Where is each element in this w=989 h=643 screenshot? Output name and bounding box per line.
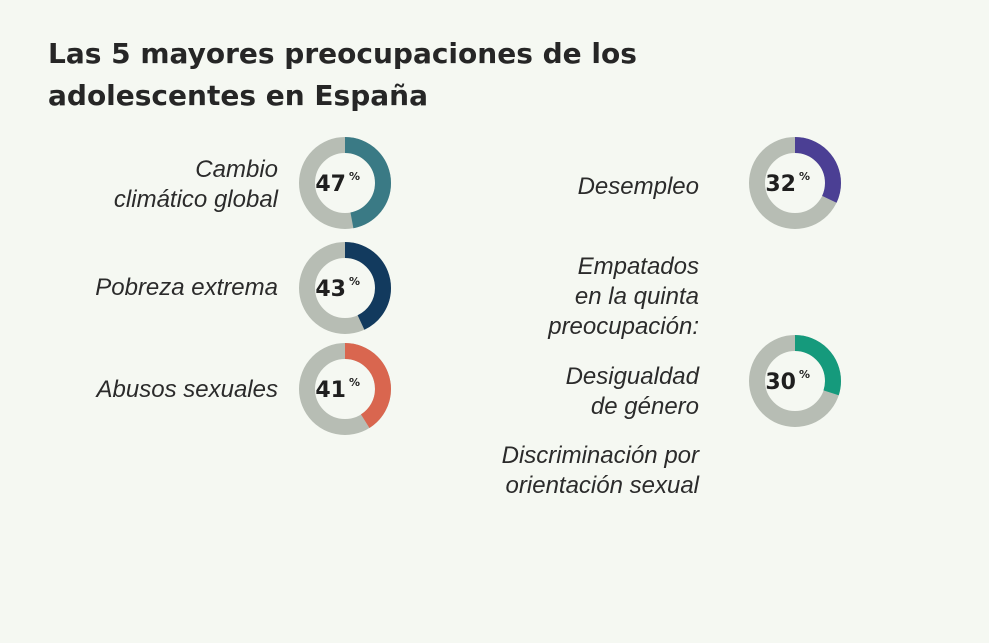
label-line: Cambio — [195, 156, 278, 183]
label-abusos-sexuales: Abusos sexuales — [97, 375, 278, 405]
note-line: preocupación: — [548, 313, 699, 340]
donut-value-label: 47 — [315, 172, 346, 197]
label-cambio-climatico: Cambio climático global — [114, 155, 278, 215]
donut-value-label: 43 — [315, 277, 346, 302]
donut-pobreza-extrema: 43% — [299, 242, 391, 334]
label-desigualdad-genero: Desigualdad de género — [566, 362, 699, 422]
donut-value-arc — [749, 137, 841, 229]
donut-desigualdad-genero: 30% — [749, 335, 841, 427]
donut-value-label: 41 — [315, 378, 346, 403]
donut-abusos-sexuales: 41% — [299, 343, 391, 435]
donut-percent-sign: % — [349, 275, 360, 288]
label-line: Discriminación por — [501, 442, 699, 469]
donut-value-arc — [299, 343, 391, 435]
donut-value-label: 30 — [765, 370, 796, 395]
label-discriminacion-orientacion: Discriminación por orientación sexual — [502, 441, 699, 501]
label-line: climático global — [113, 186, 278, 213]
donut-cambio-climatico: 47% — [299, 137, 391, 229]
donut-percent-sign: % — [799, 170, 810, 183]
donut-desempleo: 32% — [749, 137, 841, 229]
chart-title: Las 5 mayores preocupaciones de los adol… — [48, 33, 748, 117]
label-line: Desigualdad — [565, 363, 699, 390]
note-line: Empatados — [577, 253, 699, 280]
label-desempleo: Desempleo — [578, 172, 699, 202]
donut-percent-sign: % — [349, 170, 360, 183]
label-line: Pobreza extrema — [95, 274, 278, 301]
label-line: de género — [590, 393, 699, 420]
label-line: orientación sexual — [505, 472, 699, 499]
label-line: Abusos sexuales — [96, 376, 278, 403]
chart-title-line-1: Las 5 mayores preocupaciones de los — [48, 37, 637, 70]
tied-note: Empatados en la quinta preocupación: — [548, 252, 699, 342]
label-pobreza-extrema: Pobreza extrema — [95, 273, 278, 303]
chart-title-line-2: adolescentes en España — [48, 79, 428, 112]
donut-percent-sign: % — [799, 368, 810, 381]
donut-percent-sign: % — [349, 376, 360, 389]
donut-value-arc — [299, 242, 391, 334]
label-line: Desempleo — [577, 173, 699, 200]
note-line: en la quinta — [574, 283, 699, 310]
donut-value-arc — [749, 335, 841, 427]
donut-value-arc — [299, 137, 391, 229]
donut-value-label: 32 — [765, 172, 796, 197]
